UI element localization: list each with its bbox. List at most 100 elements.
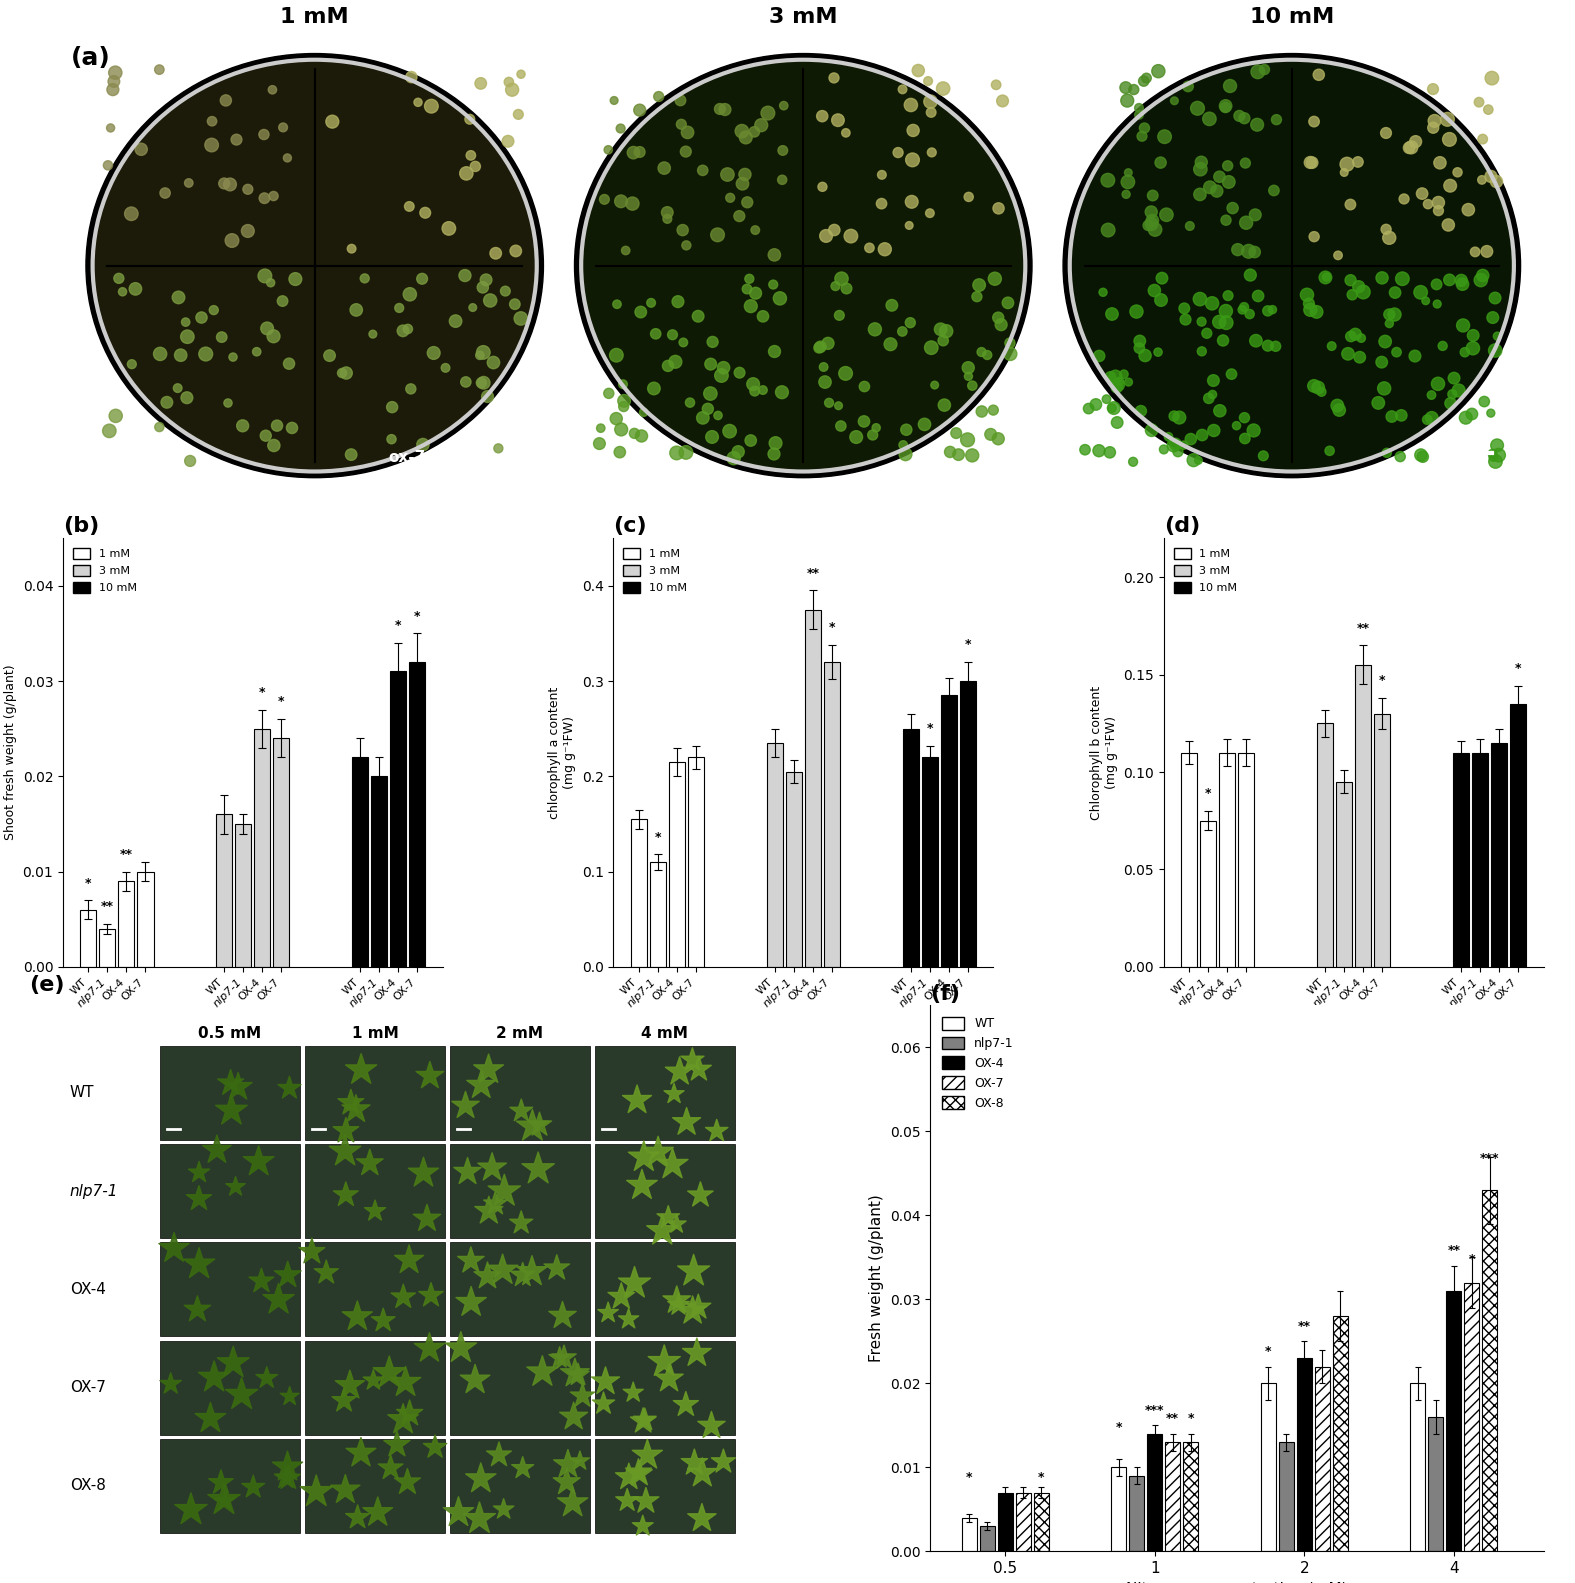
Point [706,222,731,247]
Point [1410,445,1435,470]
Point [750,304,775,329]
Point [1451,313,1476,339]
Point [1317,438,1342,464]
Point [756,100,781,125]
Point [361,1368,386,1393]
Point [1227,103,1252,128]
Text: WT: WT [69,1086,94,1100]
Text: 10 mM: 10 mM [1249,6,1334,27]
Point [299,1239,324,1265]
Point [1145,339,1170,364]
Point [395,1469,421,1494]
Point [211,1486,236,1512]
Point [1369,350,1394,375]
Legend: 1 mM, 3 mM, 10 mM: 1 mM, 3 mM, 10 mM [1170,543,1241,598]
Point [772,93,797,119]
Point [458,1247,484,1273]
Point [682,1450,707,1475]
Point [710,355,736,380]
Point [1251,443,1276,469]
Point [1106,372,1131,397]
Point [739,293,764,318]
Point [1373,120,1399,146]
Text: nlp7-1: nlp7-1 [403,52,458,68]
Text: 1 mM: 1 mM [351,1026,398,1042]
Point [413,199,438,225]
FancyBboxPatch shape [595,1145,734,1238]
Legend: WT, nlp7-1, OX-4, OX-7, OX-8: WT, nlp7-1, OX-4, OX-7, OX-8 [937,1012,1019,1114]
Point [743,217,769,242]
Point [1482,285,1507,310]
Point [742,119,767,144]
Point [1391,187,1416,212]
Point [1480,445,1506,470]
Point [391,318,416,344]
Point [1232,294,1257,320]
Point [509,1211,534,1236]
Bar [1510,704,1526,967]
Point [734,277,759,302]
Point [468,342,493,367]
FancyBboxPatch shape [161,1145,299,1238]
Point [954,427,980,453]
Point [816,331,841,356]
Point [595,1300,621,1325]
Text: *: * [926,722,932,735]
Point [1244,112,1269,138]
Point [1485,323,1510,348]
Point [221,1350,246,1376]
Point [1413,288,1438,313]
Point [630,1513,655,1539]
Point [862,317,887,342]
Point [499,78,524,103]
Point [411,432,436,457]
Point [680,1298,706,1323]
Point [317,344,342,369]
Point [184,1296,209,1322]
Point [825,393,851,418]
Point [673,1391,698,1417]
Point [879,293,904,318]
Point [209,325,235,350]
Point [1139,418,1164,443]
Point [1243,239,1268,264]
Point [547,1346,572,1371]
Point [918,100,943,125]
Point [852,374,877,399]
Point [476,1057,501,1083]
Point [709,363,734,388]
Bar [940,695,956,967]
Point [877,331,902,356]
Point [1347,345,1372,370]
Point [1139,212,1164,237]
Point [770,138,795,163]
Text: *: * [279,695,285,709]
Point [890,432,915,457]
Point [997,331,1022,356]
Point [410,266,435,291]
Point [1098,364,1123,389]
Point [457,106,482,131]
Bar [630,820,647,967]
Point [419,1282,444,1308]
Text: OX-7: OX-7 [69,1380,106,1395]
Point [1115,169,1140,195]
Bar [997,1493,1013,1551]
Point [469,1072,495,1097]
Bar [688,757,704,967]
Point [1452,340,1477,366]
Point [628,423,654,448]
Text: WT: WT [107,52,135,68]
Point [1389,402,1414,427]
Point [339,1091,364,1116]
Point [833,275,858,301]
Point [770,168,795,193]
Text: 4 mM: 4 mM [641,1026,688,1042]
Point [1162,89,1188,114]
Bar [1200,820,1216,967]
Point [1115,160,1140,185]
Point [411,1160,436,1186]
Point [386,296,411,321]
Point [254,1366,279,1391]
Point [1087,438,1112,464]
